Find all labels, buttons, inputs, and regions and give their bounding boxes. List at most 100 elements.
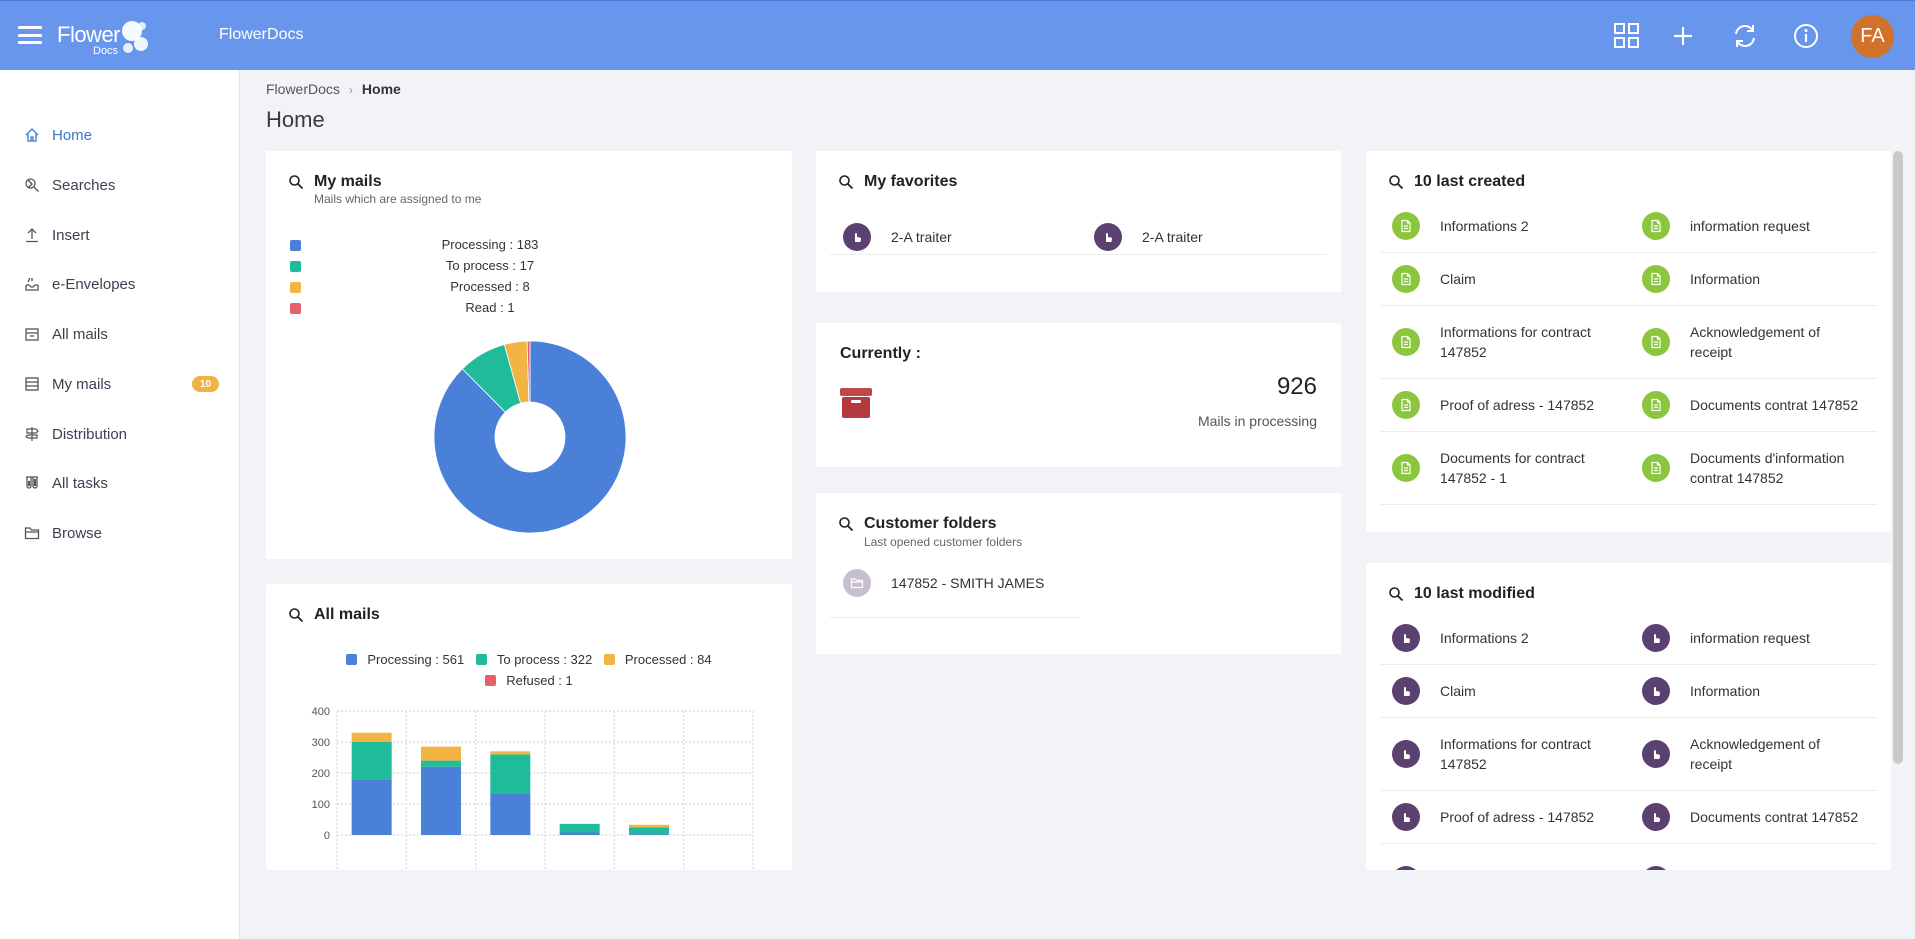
legend-item[interactable]: Processed : 84 xyxy=(603,652,712,667)
document-item[interactable]: Contract approved xyxy=(1642,843,1805,870)
legend-item[interactable]: Processing : 561 xyxy=(346,652,464,667)
document-item[interactable]: Claim xyxy=(1392,252,1476,305)
bar-segment-processing[interactable] xyxy=(351,779,392,835)
legend-swatch xyxy=(290,261,301,272)
y-tick-label: 400 xyxy=(312,706,330,718)
menu-icon[interactable] xyxy=(18,26,42,44)
breadcrumb-root-link[interactable]: FlowerDocs xyxy=(266,81,340,97)
bar-chart-legend: Processing : 561 To process : 322 Proces… xyxy=(266,649,792,691)
favorite-item[interactable]: 2-A traiter xyxy=(1094,211,1203,263)
document-item[interactable]: information request xyxy=(1642,611,1810,664)
legend-item[interactable]: Read : 1 xyxy=(290,300,690,318)
bar-segment-processed[interactable] xyxy=(351,732,392,742)
info-icon[interactable] xyxy=(1791,21,1821,51)
search-icon[interactable] xyxy=(288,174,304,190)
divider xyxy=(830,254,1327,255)
document-item[interactable]: Informations for contract 147852 xyxy=(1392,305,1591,378)
search-icon[interactable] xyxy=(288,607,304,623)
document-icon xyxy=(1642,453,1670,482)
search-icon[interactable] xyxy=(838,174,854,190)
refresh-icon[interactable] xyxy=(1730,21,1760,51)
document-item[interactable]: Proof of adress - 147852 xyxy=(1392,378,1594,431)
breadcrumb-current: Home xyxy=(361,81,401,97)
donut-slice-read[interactable] xyxy=(526,340,531,403)
sidebar-item-insert[interactable]: Insert xyxy=(0,216,240,254)
legend-item[interactable]: Processing : 183 xyxy=(290,237,690,255)
hand-pointer-icon xyxy=(1642,865,1670,870)
document-item[interactable]: Informations 2 xyxy=(1392,199,1529,252)
search-icon[interactable] xyxy=(838,516,854,532)
divider xyxy=(1380,717,1877,718)
document-item[interactable]: Documents contrat 147852 xyxy=(1642,790,1858,843)
sidebar-item-my-mails[interactable]: My mails 10 xyxy=(0,365,240,403)
document-item[interactable]: Informations 2 xyxy=(1392,611,1529,664)
hand-pointer-icon xyxy=(1392,623,1420,652)
document-item[interactable]: Documents contrat 147852 xyxy=(1642,378,1858,431)
bar-segment-processed[interactable] xyxy=(629,824,669,828)
page-title: Home xyxy=(266,107,325,132)
document-item[interactable]: Claim xyxy=(1392,664,1476,717)
favorite-item[interactable]: 2-A traiter xyxy=(843,211,952,263)
sidebar-item-all-tasks[interactable]: All tasks xyxy=(0,464,240,502)
document-item[interactable]: Documents for contract xyxy=(1392,843,1585,870)
sidebar-item-searches[interactable]: Searches xyxy=(0,166,240,204)
divider xyxy=(1380,431,1877,432)
search-icon[interactable] xyxy=(1388,586,1404,602)
sidebar-item-browse[interactable]: Browse xyxy=(0,514,240,552)
legend-label: Processing : 183 xyxy=(441,237,539,252)
last-created-card: 10 last created Informations 2 informatio… xyxy=(1366,151,1891,532)
document-label: Acknowledgement of receipt xyxy=(1690,735,1820,772)
legend-swatch xyxy=(290,303,301,314)
bar-segment-processing[interactable] xyxy=(629,834,669,835)
bar-segment-to-process[interactable] xyxy=(629,827,669,835)
mails-in-processing-caption: Mails in processing xyxy=(1197,413,1317,429)
plus-icon[interactable] xyxy=(1668,21,1698,51)
legend-item[interactable]: Refused : 1 xyxy=(485,673,573,688)
tasks-icon xyxy=(26,476,38,489)
sidebar-item-label: My mails xyxy=(52,375,112,393)
hand-pointer-icon xyxy=(1094,223,1122,251)
sidebar-item-distribution[interactable]: Distribution xyxy=(0,415,240,453)
favorite-label: 2-A traiter xyxy=(1142,229,1203,245)
document-item[interactable]: Documents for contract 147852 - 1 xyxy=(1392,431,1585,504)
grid-icon[interactable] xyxy=(1612,21,1642,51)
bar-segment-to-process[interactable] xyxy=(490,754,531,794)
chevron-right-icon[interactable] xyxy=(24,177,36,191)
legend-item[interactable]: Processed : 8 xyxy=(290,279,690,297)
archive-box-icon xyxy=(840,388,872,418)
document-item[interactable]: Information xyxy=(1642,664,1760,717)
bar-segment-processing[interactable] xyxy=(421,766,461,835)
bar-segment-processing[interactable] xyxy=(559,832,600,835)
bar-segment-processed[interactable] xyxy=(490,751,531,755)
bar-segment-to-process[interactable] xyxy=(351,742,392,780)
document-item[interactable]: Acknowledgement of receipt xyxy=(1642,305,1820,378)
document-item[interactable]: Documents d'information contrat 147852 xyxy=(1642,431,1844,504)
document-item[interactable]: Informations for contract 147852 xyxy=(1392,717,1591,790)
bar-segment-processing[interactable] xyxy=(490,793,531,835)
legend-item[interactable]: To process : 17 xyxy=(290,258,690,276)
customer-folder-item[interactable]: 147852 - SMITH JAMES xyxy=(843,557,1044,609)
sidebar-item-label: Searches xyxy=(52,176,116,194)
search-icon[interactable] xyxy=(1388,174,1404,190)
user-avatar[interactable]: FA xyxy=(1851,15,1894,58)
card-title: All mails xyxy=(314,606,380,623)
card-title: Currently : xyxy=(840,345,921,362)
scrollbar-thumb[interactable] xyxy=(1893,151,1903,764)
legend-item[interactable]: To process : 322 xyxy=(475,652,592,667)
bar-segment-to-process[interactable] xyxy=(421,760,461,767)
logo[interactable]: Flower Docs xyxy=(57,17,148,59)
sidebar-item-e-envelopes[interactable]: e-Envelopes xyxy=(0,265,240,303)
sidebar-item-all-mails[interactable]: All mails xyxy=(0,315,240,353)
legend-label: Read : 1 xyxy=(465,300,515,315)
folder-icon xyxy=(843,569,871,597)
y-tick-label: 300 xyxy=(312,737,330,749)
divider xyxy=(1380,378,1877,379)
document-item[interactable]: Information xyxy=(1642,252,1760,305)
bar-segment-to-process[interactable] xyxy=(559,823,600,833)
sidebar-item-home[interactable]: Home xyxy=(0,116,240,154)
chevron-right-icon: › xyxy=(348,83,353,97)
document-item[interactable]: Proof of adress - 147852 xyxy=(1392,790,1594,843)
bar-segment-processed[interactable] xyxy=(421,746,461,761)
document-item[interactable]: Acknowledgement of receipt xyxy=(1642,717,1820,790)
document-item[interactable]: information request xyxy=(1642,199,1810,252)
